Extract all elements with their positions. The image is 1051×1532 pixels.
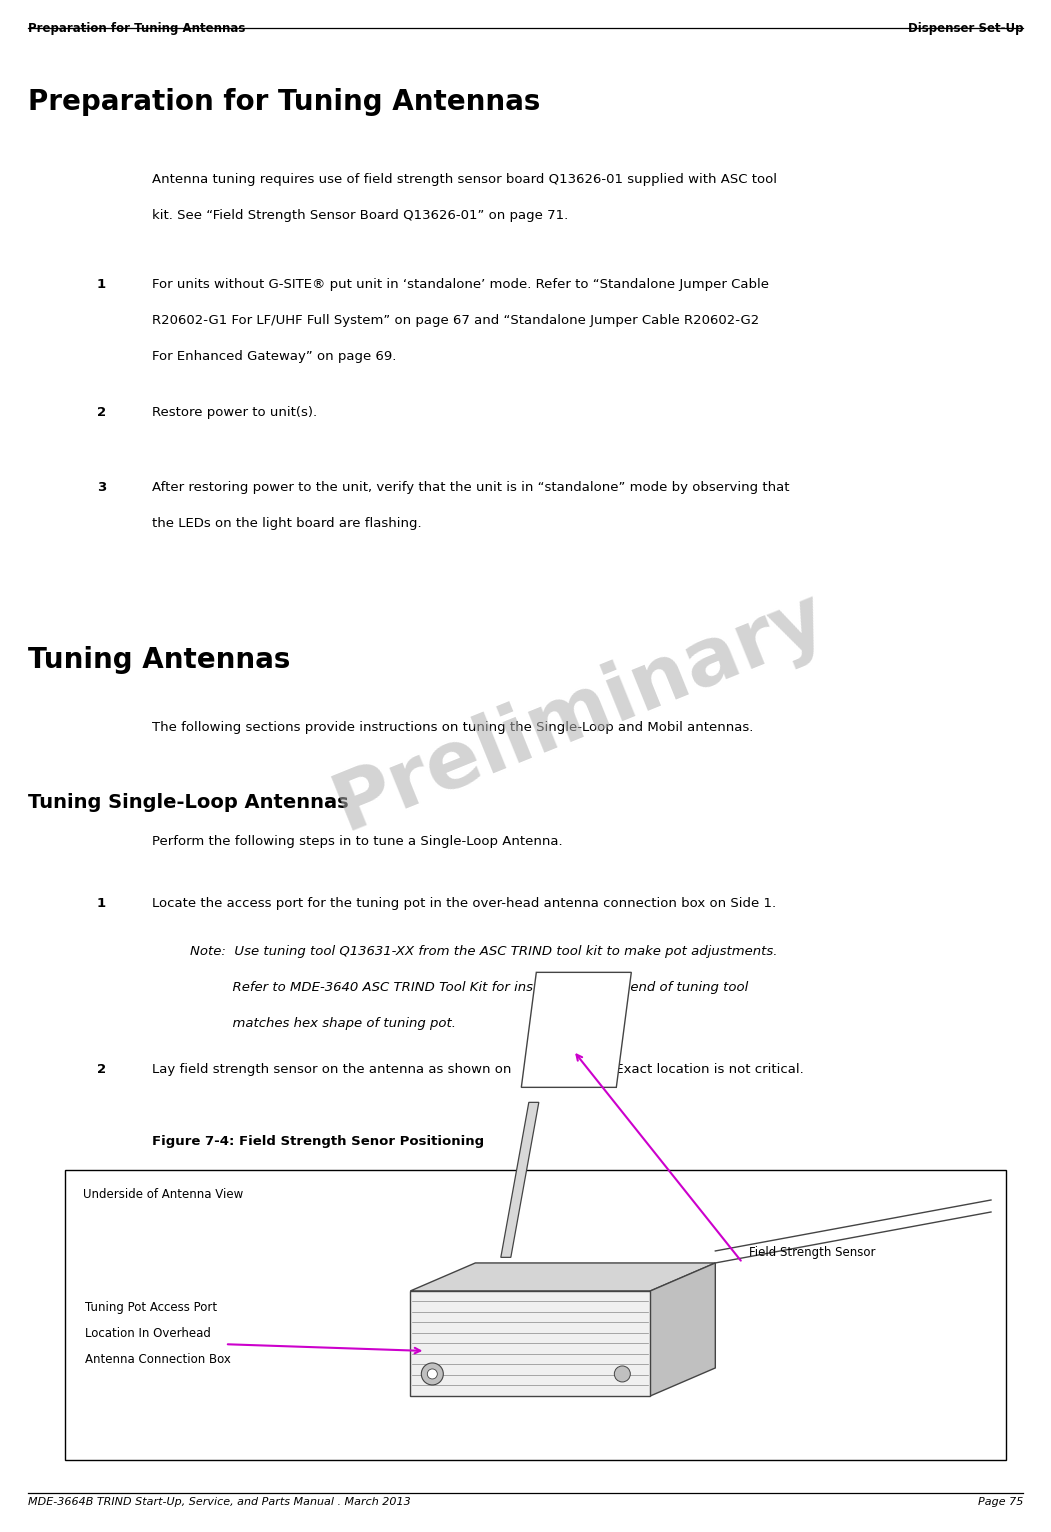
Text: Dispenser Set-Up: Dispenser Set-Up: [907, 21, 1023, 35]
Text: Location In Overhead: Location In Overhead: [85, 1327, 211, 1340]
Text: Antenna Connection Box: Antenna Connection Box: [85, 1353, 231, 1367]
Circle shape: [428, 1370, 437, 1379]
Text: 2: 2: [97, 406, 106, 418]
Text: For units without G-SITE® put unit in ‘standalone’ mode. Refer to “Standalone Ju: For units without G-SITE® put unit in ‘s…: [152, 277, 769, 291]
Text: Field Strength Sensor: Field Strength Sensor: [748, 1246, 875, 1259]
Text: Preparation for Tuning Antennas: Preparation for Tuning Antennas: [28, 21, 245, 35]
Text: 1: 1: [97, 898, 106, 910]
Bar: [65, 1170, 1006, 1460]
Text: Underside of Antenna View: Underside of Antenna View: [83, 1187, 243, 1201]
Text: Tuning Pot Access Port: Tuning Pot Access Port: [85, 1301, 218, 1314]
Text: Refer to MDE-3640 ASC TRIND Tool Kit for instructions. Hex end of tuning tool: Refer to MDE-3640 ASC TRIND Tool Kit for…: [190, 980, 748, 994]
Text: Tuning Antennas: Tuning Antennas: [28, 647, 290, 674]
Text: R20602-G1 For LF/UHF Full System” on page 67 and “Standalone Jumper Cable R20602: R20602-G1 For LF/UHF Full System” on pag…: [152, 314, 759, 326]
Text: MDE-3664B TRIND Start-Up, Service, and Parts Manual . March 2013: MDE-3664B TRIND Start-Up, Service, and P…: [28, 1497, 411, 1507]
Text: matches hex shape of tuning pot.: matches hex shape of tuning pot.: [190, 1017, 456, 1030]
Polygon shape: [410, 1262, 716, 1291]
Text: Perform the following steps in to tune a Single-Loop Antenna.: Perform the following steps in to tune a…: [152, 835, 562, 849]
Text: Locate the access port for the tuning pot in the over-head antenna connection bo: Locate the access port for the tuning po…: [152, 898, 776, 910]
Circle shape: [615, 1367, 631, 1382]
Polygon shape: [410, 1291, 651, 1396]
Text: Figure7-4: Figure7-4: [540, 1063, 603, 1075]
Text: Figure 7-4: Field Strength Senor Positioning: Figure 7-4: Field Strength Senor Positio…: [152, 1135, 485, 1147]
Text: Preparation for Tuning Antennas: Preparation for Tuning Antennas: [28, 87, 540, 116]
Circle shape: [421, 1363, 444, 1385]
Text: Page 75: Page 75: [977, 1497, 1023, 1507]
Text: Tuning Single-Loop Antennas: Tuning Single-Loop Antennas: [28, 794, 349, 812]
Polygon shape: [501, 1103, 539, 1258]
Text: After restoring power to the unit, verify that the unit is in “standalone” mode : After restoring power to the unit, verif…: [152, 481, 789, 493]
Text: Preliminary: Preliminary: [323, 578, 838, 846]
Text: The following sections provide instructions on tuning the Single-Loop and Mobil : The following sections provide instructi…: [152, 722, 754, 734]
Polygon shape: [521, 973, 632, 1088]
Text: Antenna tuning requires use of field strength sensor board Q13626-01 supplied wi: Antenna tuning requires use of field str…: [152, 173, 777, 185]
Text: For Enhanced Gateway” on page 69.: For Enhanced Gateway” on page 69.: [152, 349, 396, 363]
Polygon shape: [651, 1262, 716, 1396]
Text: the LEDs on the light board are flashing.: the LEDs on the light board are flashing…: [152, 516, 421, 530]
Text: 3: 3: [97, 481, 106, 493]
Text: Lay field strength sensor on the antenna as shown on: Lay field strength sensor on the antenna…: [152, 1063, 516, 1075]
Text: . Exact location is not critical.: . Exact location is not critical.: [606, 1063, 803, 1075]
Text: 1: 1: [97, 277, 106, 291]
Text: Note:  Use tuning tool Q13631-XX from the ASC TRIND tool kit to make pot adjustm: Note: Use tuning tool Q13631-XX from the…: [190, 945, 778, 958]
Text: Restore power to unit(s).: Restore power to unit(s).: [152, 406, 317, 418]
Text: kit. See “Field Strength Sensor Board Q13626-01” on page 71.: kit. See “Field Strength Sensor Board Q1…: [152, 208, 569, 222]
Text: 2: 2: [97, 1063, 106, 1075]
